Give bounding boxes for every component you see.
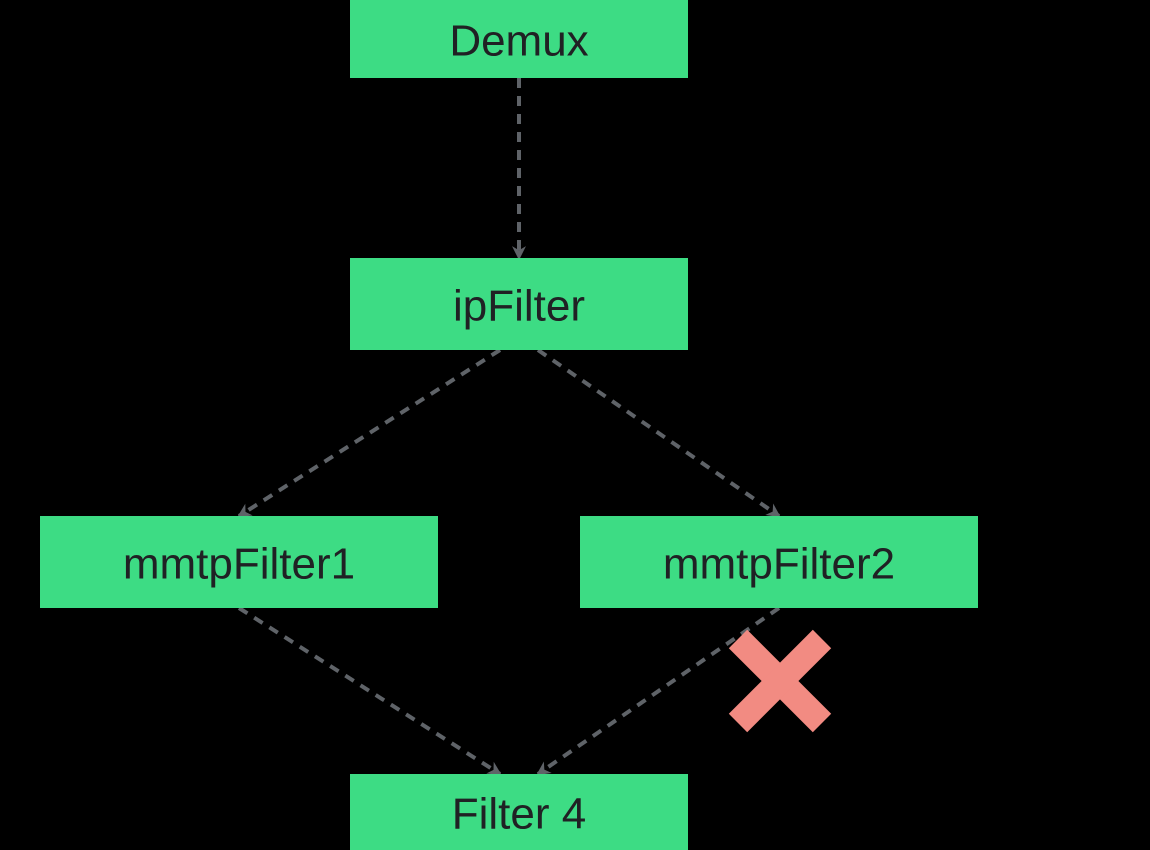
node-demux: Demux [350, 0, 688, 78]
edge-mm1-f4 [239, 608, 500, 774]
edges-layer [239, 78, 779, 774]
node-label-f4: Filter 4 [452, 790, 586, 839]
edge-mm2-f4 [538, 608, 779, 774]
edge-ipf-mm2 [538, 350, 779, 516]
node-label-ipf: ipFilter [453, 282, 585, 331]
node-label-demux: Demux [449, 17, 588, 66]
node-f4: Filter 4 [350, 774, 688, 850]
node-label-mm1: mmtpFilter1 [123, 540, 355, 589]
marker-layer [738, 639, 822, 723]
node-mm2: mmtpFilter2 [580, 516, 978, 608]
node-ipf: ipFilter [350, 258, 688, 350]
nodes-layer: Demux ipFilter mmtpFilter1 mmtpFilter2 Filte… [40, 0, 978, 850]
cross-icon [738, 639, 822, 723]
node-mm1: mmtpFilter1 [40, 516, 438, 608]
node-label-mm2: mmtpFilter2 [663, 540, 895, 589]
flow-diagram: Demux ipFilter mmtpFilter1 mmtpFilter2 Filte… [0, 0, 1150, 850]
edge-ipf-mm1 [239, 350, 500, 516]
